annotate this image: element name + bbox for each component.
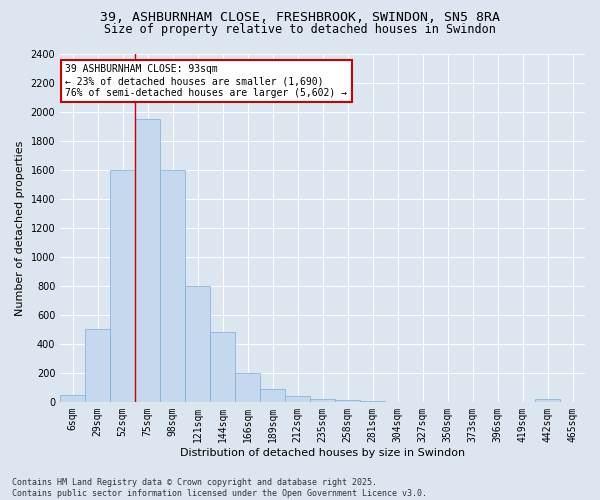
X-axis label: Distribution of detached houses by size in Swindon: Distribution of detached houses by size … bbox=[180, 448, 465, 458]
Bar bbox=[60, 394, 85, 402]
Y-axis label: Number of detached properties: Number of detached properties bbox=[15, 140, 25, 316]
Bar bbox=[185, 286, 210, 402]
Bar bbox=[210, 332, 235, 402]
Text: 39 ASHBURNHAM CLOSE: 93sqm
← 23% of detached houses are smaller (1,690)
76% of s: 39 ASHBURNHAM CLOSE: 93sqm ← 23% of deta… bbox=[65, 64, 347, 98]
Bar bbox=[335, 400, 360, 402]
Text: Contains HM Land Registry data © Crown copyright and database right 2025.
Contai: Contains HM Land Registry data © Crown c… bbox=[12, 478, 427, 498]
Bar bbox=[360, 401, 385, 402]
Bar bbox=[260, 389, 285, 402]
Bar bbox=[135, 119, 160, 402]
Bar bbox=[110, 170, 135, 402]
Bar bbox=[160, 170, 185, 402]
Bar bbox=[535, 399, 560, 402]
Bar bbox=[235, 373, 260, 402]
Bar bbox=[85, 330, 110, 402]
Text: Size of property relative to detached houses in Swindon: Size of property relative to detached ho… bbox=[104, 22, 496, 36]
Bar bbox=[285, 396, 310, 402]
Text: 39, ASHBURNHAM CLOSE, FRESHBROOK, SWINDON, SN5 8RA: 39, ASHBURNHAM CLOSE, FRESHBROOK, SWINDO… bbox=[100, 11, 500, 24]
Bar bbox=[310, 399, 335, 402]
